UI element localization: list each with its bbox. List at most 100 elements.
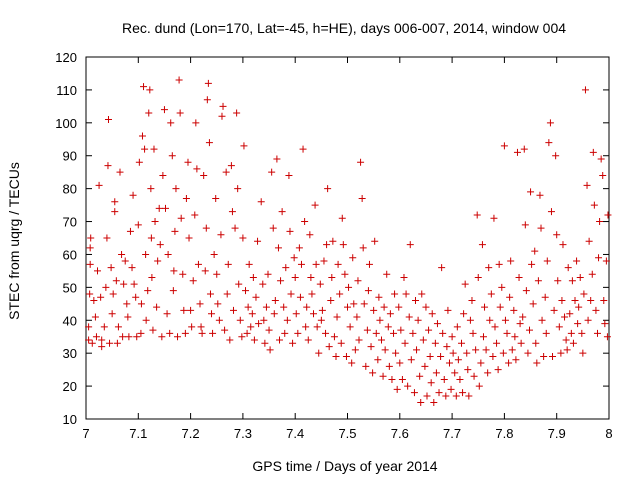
data-point: [596, 218, 604, 226]
data-point: [206, 290, 214, 298]
data-point: [278, 208, 286, 216]
data-point: [170, 267, 178, 275]
data-point: [336, 290, 344, 298]
data-point: [250, 336, 258, 344]
data-point: [396, 359, 404, 367]
data-point: [277, 277, 285, 285]
data-point: [151, 218, 159, 226]
data-point: [111, 208, 119, 216]
data-point: [602, 257, 610, 265]
data-point: [573, 257, 581, 265]
data-point: [355, 336, 363, 344]
data-point: [499, 349, 507, 357]
data-point: [252, 293, 260, 301]
x-tick-label: 7: [82, 426, 89, 441]
data-point: [384, 323, 392, 331]
data-point: [491, 323, 499, 331]
data-point: [428, 310, 436, 318]
data-point: [299, 145, 307, 153]
data-point: [344, 303, 351, 311]
x-tick-label: 8: [605, 426, 612, 441]
y-tick-label: 30: [63, 346, 77, 361]
data-point: [112, 277, 120, 285]
data-point: [563, 346, 571, 354]
data-point: [88, 339, 96, 347]
data-point: [549, 352, 557, 360]
data-point: [137, 300, 145, 308]
data-point: [566, 310, 574, 318]
data-point: [575, 303, 583, 311]
data-point: [130, 280, 138, 288]
y-tick-label: 100: [55, 116, 77, 131]
data-point: [164, 250, 172, 258]
data-point: [603, 333, 611, 341]
data-point: [521, 221, 529, 229]
data-point: [271, 297, 279, 305]
data-point: [176, 109, 184, 117]
data-point: [113, 339, 121, 347]
data-point: [223, 290, 231, 298]
data-point: [425, 326, 433, 334]
data-point: [411, 297, 419, 305]
data-point: [555, 323, 563, 331]
data-point: [259, 280, 267, 288]
data-point: [369, 369, 377, 377]
data-point: [98, 343, 106, 351]
data-point: [177, 214, 185, 222]
data-point: [542, 329, 550, 337]
data-point: [92, 333, 100, 341]
data-point: [315, 349, 323, 357]
data-point: [224, 260, 232, 268]
data-point: [604, 211, 612, 219]
data-point: [285, 171, 293, 179]
data-point: [489, 352, 497, 360]
data-point: [587, 297, 595, 305]
data-point: [435, 389, 443, 397]
data-point: [592, 306, 600, 314]
data-point: [311, 201, 319, 209]
data-point: [372, 329, 380, 337]
data-point: [443, 343, 451, 351]
data-point: [386, 310, 394, 318]
data-point: [233, 109, 241, 117]
data-point: [377, 336, 385, 344]
data-point: [451, 369, 459, 377]
data-point: [234, 185, 242, 193]
data-point: [303, 303, 311, 311]
data-point: [516, 320, 524, 328]
data-point: [532, 339, 540, 347]
data-point: [255, 320, 263, 328]
data-point: [147, 234, 155, 242]
data-point: [466, 316, 474, 324]
data-point: [100, 323, 108, 331]
data-point: [547, 208, 555, 216]
data-point: [438, 264, 446, 272]
data-point: [554, 277, 562, 285]
data-point: [286, 227, 294, 235]
data-point: [249, 273, 257, 281]
data-point: [282, 264, 290, 272]
data-point: [330, 333, 338, 341]
data-point: [205, 139, 213, 147]
data-point: [531, 247, 539, 255]
data-point: [313, 323, 321, 331]
data-point: [94, 267, 102, 275]
data-point: [597, 155, 605, 163]
data-point: [418, 290, 426, 298]
data-point: [437, 352, 445, 360]
data-point: [179, 270, 187, 278]
y-axis-label: STEC from uqrg / TECUs: [6, 162, 22, 320]
data-point: [217, 231, 225, 239]
data-point: [359, 244, 367, 252]
data-point: [98, 336, 106, 344]
data-point: [581, 86, 589, 94]
data-point: [247, 323, 255, 331]
data-point: [191, 211, 199, 219]
x-tick-label: 7.7: [443, 426, 461, 441]
data-point: [283, 316, 291, 324]
data-point: [324, 185, 332, 193]
data-point: [148, 273, 156, 281]
data-point: [600, 297, 608, 305]
data-point: [559, 241, 567, 249]
data-point: [168, 152, 176, 160]
